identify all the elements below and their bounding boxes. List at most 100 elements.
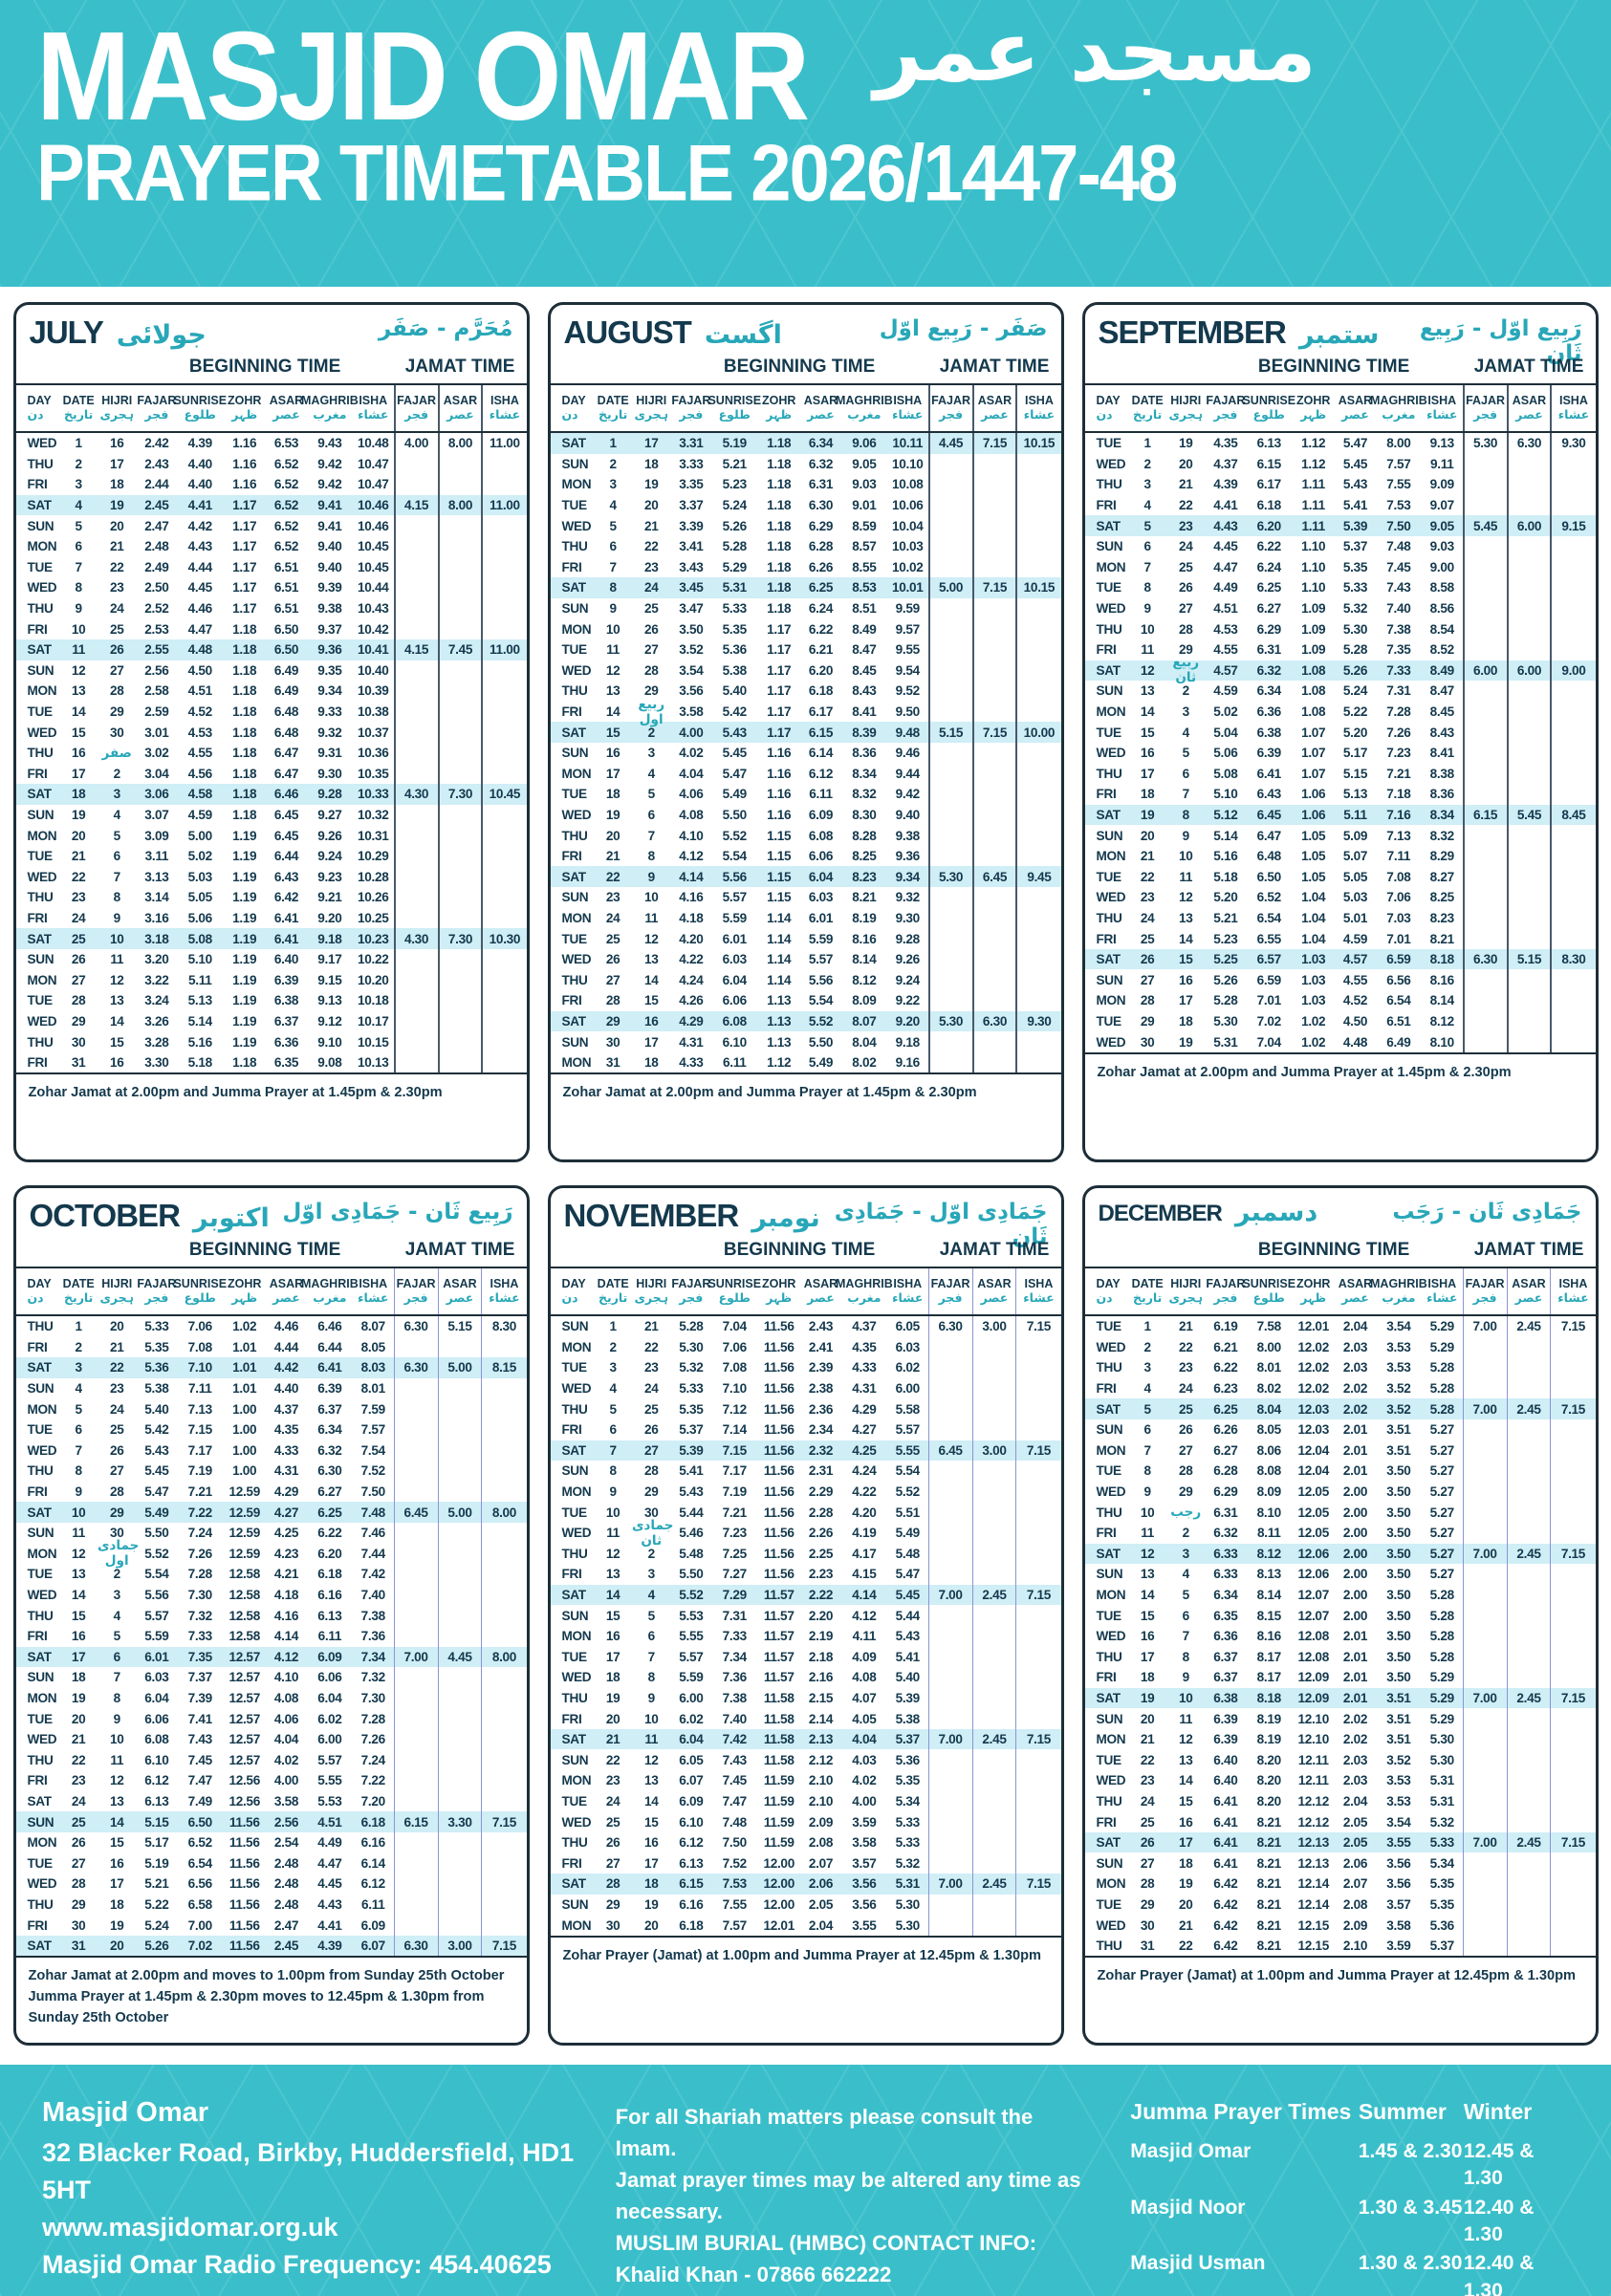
table-row: WED 23 12 5.20 6.52 1.04 5.03 7.06 8.25 — [1085, 887, 1596, 908]
table-cell: 5.41 — [895, 1649, 921, 1664]
table-cell: 4.20 — [852, 1505, 877, 1520]
table-cell — [1550, 1874, 1595, 1895]
table-cell: 12.57 — [229, 1649, 260, 1664]
table-cell: 5.33 — [1429, 1835, 1455, 1851]
column-header: ASAR عصر — [1506, 1268, 1551, 1314]
table-cell: 7.45 — [187, 1752, 213, 1767]
table-cell — [1506, 969, 1551, 991]
table-cell: 26 — [643, 1422, 659, 1438]
table-cell — [1015, 1687, 1060, 1709]
table-cell — [1462, 701, 1507, 723]
table-cell: 5.10 — [187, 952, 213, 967]
table-cell: 8.00 — [1256, 1339, 1282, 1354]
table-cell — [927, 1461, 972, 1482]
table-cell — [1550, 1440, 1595, 1462]
column-header-urdu: ہجری — [1168, 407, 1204, 422]
table-cell: THU — [27, 1896, 54, 1912]
column-header-urdu: عصر — [981, 407, 1009, 422]
table-cell: 7.53 — [1386, 498, 1411, 513]
table-cell: 30 — [109, 725, 124, 740]
table-cell — [481, 1584, 526, 1606]
table-cell: 7.19 — [722, 1484, 748, 1500]
table-cell: TUE — [561, 1793, 588, 1809]
table-cell: 9.07 — [1429, 498, 1455, 513]
table-cell — [1550, 1419, 1595, 1440]
table-cell: 8.00 — [437, 433, 482, 454]
column-header-en: ZOHR — [227, 1277, 262, 1291]
table-cell: 8.08 — [1256, 1463, 1282, 1479]
table-cell — [1462, 907, 1507, 929]
table-row: FRI 18 9 6.37 8.17 12.09 2.01 3.50 5.29 — [1085, 1667, 1596, 1688]
table-cell: 7.15 — [1550, 1316, 1595, 1337]
table-cell: 18 — [605, 1670, 620, 1685]
column-header: ISHA عشاء — [1550, 1268, 1595, 1314]
table-cell: 16 — [109, 1855, 124, 1871]
table-cell: 2.28 — [808, 1505, 834, 1520]
table-cell: 11.59 — [763, 1835, 795, 1851]
table-cell — [1550, 845, 1595, 867]
table-cell: 11.56 — [763, 1381, 795, 1397]
table-row: WED 9 27 4.51 6.27 1.09 5.32 7.40 8.56 — [1085, 597, 1596, 619]
table-cell: 1.17 — [232, 559, 257, 574]
table-cell: 9.30 — [1015, 1010, 1060, 1032]
table-cell: FRI — [27, 766, 48, 781]
table-cell: 11 — [1141, 1526, 1155, 1541]
table-cell: 3.55 — [1386, 1835, 1411, 1851]
column-header-urdu: عشاء — [892, 407, 924, 422]
table-cell: 29 — [1140, 1013, 1155, 1029]
table-cell — [1550, 1770, 1595, 1791]
table-cell: 5.12 — [1213, 807, 1238, 822]
table-cell: WED — [561, 807, 592, 822]
table-cell: 7.35 — [1386, 642, 1411, 658]
table-cell: 6.11 — [317, 1629, 342, 1644]
table-cell: TUE — [1096, 1319, 1122, 1334]
table-cell: 1.16 — [767, 807, 792, 822]
table-row: THU 17 6 5.08 6.41 1.07 5.15 7.21 8.38 — [1085, 763, 1596, 785]
table-cell: 6.52 — [273, 518, 299, 533]
column-header-urdu: عشاء — [892, 1290, 924, 1305]
table-cell: 8.06 — [1256, 1442, 1282, 1458]
column-header-en: MAGHRIB — [836, 1277, 893, 1291]
table-cell: 5.33 — [722, 601, 748, 617]
table-row: THU 17 8 6.37 8.17 12.08 2.01 3.50 5.28 — [1085, 1646, 1596, 1668]
table-cell: 8.14 — [1429, 993, 1455, 1008]
table-cell: 7.38 — [1386, 621, 1411, 637]
table-cell: 21 — [109, 539, 124, 554]
table-cell: 6.52 — [273, 477, 299, 492]
table-cell — [1462, 1852, 1507, 1874]
table-cell: 11.57 — [763, 1588, 795, 1603]
table-cell: 1.07 — [1301, 766, 1326, 781]
table-cell: 6 — [75, 539, 83, 554]
table-cell — [393, 1481, 438, 1503]
column-header-urdu: عصر — [980, 1290, 1009, 1305]
table-cell — [1462, 639, 1507, 661]
column-header-en: MAGHRIB — [301, 394, 359, 408]
table-cell: 9.40 — [895, 807, 921, 822]
table-cell: THU — [561, 1401, 588, 1417]
table-cell: 9.42 — [317, 456, 342, 471]
table-cell: 28 — [71, 993, 86, 1008]
table-cell: 7.30 — [360, 1690, 386, 1705]
table-cell: MON — [27, 828, 57, 843]
table-cell: 9 — [113, 1711, 121, 1726]
column-header: FAJAR فجر — [1462, 1268, 1507, 1314]
table-cell: 10.48 — [357, 436, 389, 451]
table-cell: 27 — [1140, 1855, 1155, 1871]
table-cell: MON — [561, 1917, 592, 1933]
table-cell: 10.35 — [357, 766, 389, 781]
table-cell: 3.43 — [679, 559, 704, 574]
column-header-en: FAJAR — [1206, 394, 1246, 408]
table-cell: 29 — [1178, 642, 1193, 658]
column-headers: DAY دن DATE تاریخ HIJRI ہجری FAJAR فجر SUNRISE طل… — [1084, 1268, 1596, 1316]
table-cell — [1506, 1667, 1551, 1688]
table-cell: 12.58 — [229, 1608, 260, 1623]
column-headers: DAY دن DATE تاریخ HIJRI ہجری FAJAR فجر SUNRISE طل… — [550, 385, 1061, 433]
table-cell: 5.45 — [144, 1463, 169, 1479]
table-cell: 9.32 — [317, 725, 342, 740]
table-cell: 3.58 — [1386, 1917, 1411, 1933]
table-cell — [1506, 1605, 1551, 1626]
table-row: TUE 25 12 4.20 6.01 1.14 5.59 8.16 9.28 — [551, 928, 1061, 949]
table-cell: 6.02 — [679, 1711, 704, 1726]
table-cell: 31 — [71, 1055, 86, 1071]
table-row: TUE 14 29 2.59 4.52 1.18 6.48 9.33 10.38 — [16, 701, 527, 723]
